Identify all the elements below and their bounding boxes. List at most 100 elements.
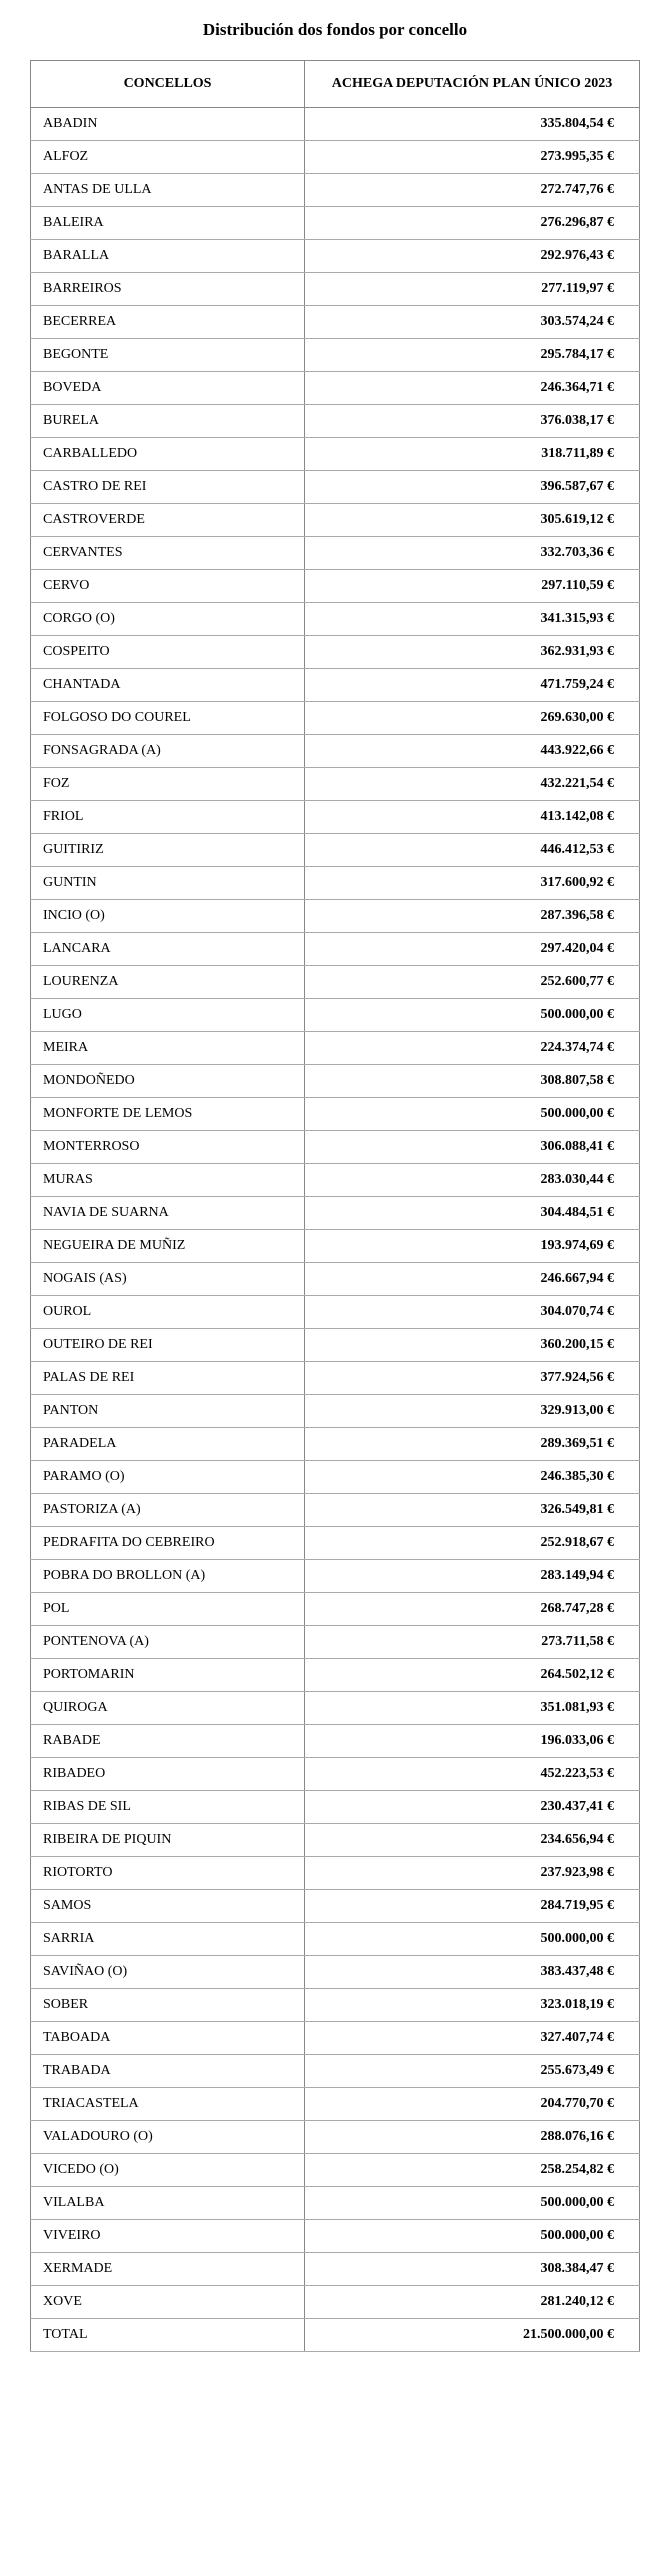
table-row: CHANTADA471.759,24 € [31, 669, 640, 702]
table-row: RIBADEO452.223,53 € [31, 1758, 640, 1791]
cell-valor: 305.619,12 € [305, 504, 640, 537]
cell-concello: FONSAGRADA (A) [31, 735, 305, 768]
cell-valor: 432.221,54 € [305, 768, 640, 801]
cell-valor: 297.110,59 € [305, 570, 640, 603]
table-row: TRABADA255.673,49 € [31, 2055, 640, 2088]
cell-concello: RIBEIRA DE PIQUIN [31, 1824, 305, 1857]
table-row: CERVO297.110,59 € [31, 570, 640, 603]
cell-concello: ALFOZ [31, 141, 305, 174]
table-row: MONDOÑEDO308.807,58 € [31, 1065, 640, 1098]
cell-valor: 377.924,56 € [305, 1362, 640, 1395]
table-row: CERVANTES332.703,36 € [31, 537, 640, 570]
cell-valor: 341.315,93 € [305, 603, 640, 636]
cell-valor: 283.030,44 € [305, 1164, 640, 1197]
cell-concello: CARBALLEDO [31, 438, 305, 471]
table-row: LUGO500.000,00 € [31, 999, 640, 1032]
page-title: Distribución dos fondos por concello [30, 20, 640, 40]
table-row-total: TOTAL21.500.000,00 € [31, 2319, 640, 2352]
cell-concello: COSPEITO [31, 636, 305, 669]
table-row: SAVIÑAO (O)383.437,48 € [31, 1956, 640, 1989]
table-row: RIBEIRA DE PIQUIN234.656,94 € [31, 1824, 640, 1857]
cell-valor: 284.719,95 € [305, 1890, 640, 1923]
table-row: ALFOZ273.995,35 € [31, 141, 640, 174]
cell-concello: OUROL [31, 1296, 305, 1329]
cell-valor: 376.038,17 € [305, 405, 640, 438]
table-row: PORTOMARIN264.502,12 € [31, 1659, 640, 1692]
cell-valor: 268.747,28 € [305, 1593, 640, 1626]
cell-concello: CHANTADA [31, 669, 305, 702]
table-row: BEGONTE295.784,17 € [31, 339, 640, 372]
cell-valor: 332.703,36 € [305, 537, 640, 570]
table-row: PASTORIZA (A)326.549,81 € [31, 1494, 640, 1527]
table-row: LOURENZA252.600,77 € [31, 966, 640, 999]
table-row: BECERREA303.574,24 € [31, 306, 640, 339]
cell-concello: VILALBA [31, 2187, 305, 2220]
cell-concello: BOVEDA [31, 372, 305, 405]
cell-concello: CERVANTES [31, 537, 305, 570]
table-row: SOBER323.018,19 € [31, 1989, 640, 2022]
cell-valor: 277.119,97 € [305, 273, 640, 306]
table-row: MONFORTE DE LEMOS500.000,00 € [31, 1098, 640, 1131]
cell-valor: 327.407,74 € [305, 2022, 640, 2055]
table-row: CARBALLEDO318.711,89 € [31, 438, 640, 471]
cell-concello: PARADELA [31, 1428, 305, 1461]
cell-valor: 295.784,17 € [305, 339, 640, 372]
cell-valor: 246.364,71 € [305, 372, 640, 405]
cell-concello: POL [31, 1593, 305, 1626]
cell-valor: 329.913,00 € [305, 1395, 640, 1428]
table-row: CASTRO DE REI396.587,67 € [31, 471, 640, 504]
cell-valor: 258.254,82 € [305, 2154, 640, 2187]
cell-concello: RIBAS DE SIL [31, 1791, 305, 1824]
cell-valor: 396.587,67 € [305, 471, 640, 504]
table-row: NAVIA DE SUARNA304.484,51 € [31, 1197, 640, 1230]
cell-concello: ABADIN [31, 108, 305, 141]
table-row: NEGUEIRA DE MUÑIZ193.974,69 € [31, 1230, 640, 1263]
cell-valor: 304.070,74 € [305, 1296, 640, 1329]
table-row: PARADELA289.369,51 € [31, 1428, 640, 1461]
cell-valor: 500.000,00 € [305, 1098, 640, 1131]
cell-concello: NEGUEIRA DE MUÑIZ [31, 1230, 305, 1263]
table-row: FRIOL413.142,08 € [31, 801, 640, 834]
cell-total-valor: 21.500.000,00 € [305, 2319, 640, 2352]
table-row: BARREIROS277.119,97 € [31, 273, 640, 306]
cell-concello: MEIRA [31, 1032, 305, 1065]
cell-valor: 273.711,58 € [305, 1626, 640, 1659]
cell-valor: 288.076,16 € [305, 2121, 640, 2154]
table-row: CASTROVERDE305.619,12 € [31, 504, 640, 537]
cell-valor: 500.000,00 € [305, 2187, 640, 2220]
cell-valor: 500.000,00 € [305, 1923, 640, 1956]
cell-concello: ANTAS DE ULLA [31, 174, 305, 207]
table-row: OUROL304.070,74 € [31, 1296, 640, 1329]
table-row: ANTAS DE ULLA272.747,76 € [31, 174, 640, 207]
table-row: TRIACASTELA204.770,70 € [31, 2088, 640, 2121]
table-row: PEDRAFITA DO CEBREIRO252.918,67 € [31, 1527, 640, 1560]
cell-concello: SARRIA [31, 1923, 305, 1956]
cell-valor: 283.149,94 € [305, 1560, 640, 1593]
cell-valor: 276.296,87 € [305, 207, 640, 240]
cell-concello: TRIACASTELA [31, 2088, 305, 2121]
cell-valor: 272.747,76 € [305, 174, 640, 207]
cell-valor: 500.000,00 € [305, 999, 640, 1032]
cell-valor: 308.807,58 € [305, 1065, 640, 1098]
table-row: MURAS283.030,44 € [31, 1164, 640, 1197]
cell-valor: 500.000,00 € [305, 2220, 640, 2253]
cell-concello: TRABADA [31, 2055, 305, 2088]
cell-concello: LUGO [31, 999, 305, 1032]
table-row: SARRIA500.000,00 € [31, 1923, 640, 1956]
cell-concello: POBRA DO BROLLON (A) [31, 1560, 305, 1593]
table-row: LANCARA297.420,04 € [31, 933, 640, 966]
table-row: POBRA DO BROLLON (A)283.149,94 € [31, 1560, 640, 1593]
cell-concello: INCIO (O) [31, 900, 305, 933]
table-row: FOLGOSO DO COUREL269.630,00 € [31, 702, 640, 735]
table-row: PARAMO (O)246.385,30 € [31, 1461, 640, 1494]
cell-valor: 246.667,94 € [305, 1263, 640, 1296]
cell-concello: BECERREA [31, 306, 305, 339]
cell-concello: RABADE [31, 1725, 305, 1758]
table-row: RIOTORTO237.923,98 € [31, 1857, 640, 1890]
table-row: SAMOS284.719,95 € [31, 1890, 640, 1923]
cell-concello: BEGONTE [31, 339, 305, 372]
cell-valor: 383.437,48 € [305, 1956, 640, 1989]
header-concellos: CONCELLOS [31, 61, 305, 108]
cell-valor: 269.630,00 € [305, 702, 640, 735]
cell-concello: PORTOMARIN [31, 1659, 305, 1692]
